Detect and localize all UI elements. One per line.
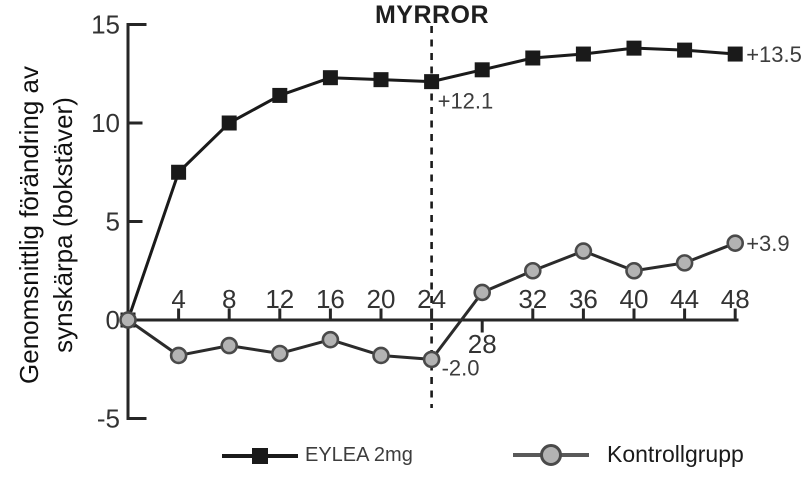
point-kontrollgrupp-w12 — [270, 344, 289, 363]
x-tick-label: 36 — [569, 284, 598, 314]
point-kontrollgrupp-w4 — [169, 346, 188, 365]
point-kontrollgrupp-w40 — [625, 261, 643, 280]
y-axis-title-line2: synskärpa (bokstäver) — [48, 97, 78, 353]
y-axis-title: Genomsnittlig förändring av synskärpa (b… — [12, 25, 80, 425]
y-tick-label: -5 — [97, 404, 120, 434]
point-kontrollgrupp-w44 — [675, 254, 694, 272]
kontrollgrupp-legend-line — [513, 443, 589, 466]
point-eylea-2mg-w32 — [525, 50, 541, 66]
x-tick-label: 4 — [171, 284, 185, 314]
point-kontrollgrupp-w16 — [321, 330, 340, 349]
legend-label-kontrollgrupp: Kontrollgrupp — [607, 441, 744, 467]
x-tick-label: 24 — [417, 284, 446, 314]
gray-circle-marker-icon — [540, 443, 562, 466]
point-eylea-2mg-w40 — [626, 40, 642, 56]
y-axis-title-line1: Genomsnittlig förändring av — [14, 66, 44, 384]
point-eylea-2mg-w16 — [322, 70, 338, 86]
point-kontrollgrupp-w32 — [523, 261, 542, 280]
axes — [126, 23, 739, 420]
y-tick-label: 5 — [106, 207, 120, 237]
point-eylea-2mg-w8 — [221, 115, 237, 131]
y-tick-label: 0 — [106, 305, 120, 335]
point-kontrollgrupp-w20 — [372, 346, 390, 365]
legend-item-eylea-2mg: EYLEA 2mg — [222, 444, 413, 467]
point-kontrollgrupp-w8 — [220, 336, 238, 355]
y-tick-label: 15 — [91, 10, 120, 40]
eylea-legend-line — [222, 447, 298, 464]
annotation-eylea-2mg-w24: +12.1 — [438, 89, 494, 114]
annotation-eylea-2mg-w48: +13.5 — [746, 42, 801, 67]
point-kontrollgrupp-w0 — [119, 311, 137, 329]
legend-label-eylea: EYLEA 2mg — [305, 444, 413, 466]
x-tick-label: 20 — [367, 284, 396, 314]
x-tick-label: 40 — [620, 284, 649, 314]
x-tick-label: 44 — [670, 284, 699, 314]
x-tick-label: 28 — [468, 329, 497, 359]
point-eylea-2mg-w4 — [171, 164, 187, 180]
x-tick-label: 32 — [518, 284, 547, 314]
point-kontrollgrupp-w48 — [726, 234, 745, 252]
point-kontrollgrupp-w28 — [473, 283, 492, 302]
x-tick-label: 16 — [316, 284, 345, 314]
chart-title: MYRROR — [374, 1, 490, 29]
point-eylea-2mg-w12 — [272, 87, 288, 103]
annotation-kontrollgrupp-w48: +3.9 — [746, 231, 789, 256]
annotation-kontrollgrupp-w24: -2.0 — [442, 355, 480, 380]
point-eylea-2mg-w44 — [677, 42, 693, 58]
point-eylea-2mg-w28 — [474, 62, 490, 78]
y-tick-label: 10 — [91, 108, 120, 138]
point-eylea-2mg-w48 — [727, 46, 743, 62]
point-kontrollgrupp-w36 — [574, 242, 593, 260]
x-tick-label: 12 — [265, 284, 294, 314]
black-square-marker-icon — [252, 447, 268, 464]
point-eylea-2mg-w36 — [575, 46, 591, 62]
legend-item-kontrollgrupp: Kontrollgrupp — [513, 441, 744, 468]
x-tick-label: 8 — [222, 284, 236, 314]
point-eylea-2mg-w20 — [373, 72, 389, 88]
point-eylea-2mg-w24 — [424, 74, 440, 90]
point-kontrollgrupp-w24 — [422, 350, 441, 369]
x-tick-label: 48 — [721, 284, 750, 314]
